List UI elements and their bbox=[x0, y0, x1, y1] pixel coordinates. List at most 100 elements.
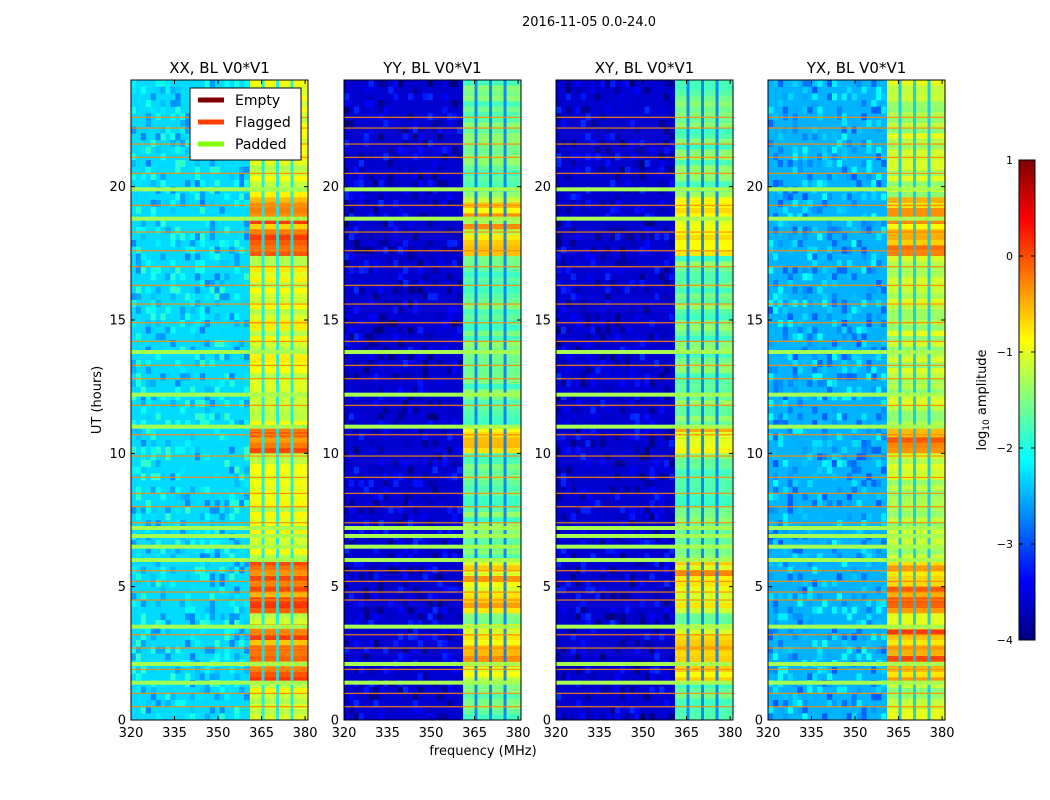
heatmap-cell bbox=[881, 320, 887, 327]
heatmap-cell bbox=[229, 593, 235, 601]
padded-row bbox=[768, 392, 945, 397]
heatmap-cell bbox=[639, 393, 645, 401]
heatmap-cell bbox=[388, 146, 394, 154]
heatmap-cell bbox=[669, 440, 675, 447]
heatmap-cell bbox=[194, 180, 201, 187]
heatmap-cell bbox=[209, 380, 215, 387]
heatmap-cell bbox=[812, 226, 818, 234]
heatmap-cell bbox=[856, 673, 862, 681]
heatmap-cell bbox=[432, 606, 438, 614]
heatmap-cell bbox=[851, 333, 857, 341]
heatmap-cell bbox=[570, 293, 576, 301]
heatmap-cell bbox=[239, 446, 245, 454]
heatmap-cell bbox=[344, 573, 350, 581]
flagged-row bbox=[556, 580, 733, 583]
heatmap-cell bbox=[145, 120, 151, 127]
heatmap-cell bbox=[388, 600, 394, 607]
heatmap-cell bbox=[204, 393, 210, 401]
colorbar-tick-label: −1 bbox=[997, 346, 1013, 359]
heatmap-cell bbox=[772, 280, 779, 287]
heatmap-cell bbox=[447, 506, 453, 514]
heatmap-cell bbox=[155, 520, 161, 527]
heatmap-cell bbox=[822, 366, 828, 374]
heatmap-cell bbox=[664, 586, 670, 594]
heatmap-cell bbox=[782, 613, 788, 621]
heatmap-cell bbox=[605, 373, 611, 381]
heatmap-cell bbox=[556, 220, 562, 227]
heatmap-cell bbox=[768, 306, 774, 314]
heatmap-cell bbox=[827, 700, 833, 707]
heatmap-cell bbox=[827, 280, 833, 287]
heatmap-cell bbox=[398, 460, 404, 467]
heatmap-cell bbox=[412, 406, 419, 414]
heatmap-cell bbox=[368, 173, 374, 181]
heatmap-cell bbox=[442, 646, 448, 654]
channel-gap bbox=[898, 80, 902, 720]
heatmap-cell bbox=[654, 646, 660, 654]
heatmap-cell bbox=[639, 306, 645, 314]
heatmap-cell bbox=[644, 373, 650, 381]
heatmap-cell bbox=[802, 86, 808, 94]
heatmap-cell bbox=[822, 640, 828, 647]
heatmap-cell bbox=[407, 253, 414, 261]
heatmap-cell bbox=[244, 560, 250, 567]
heatmap-cell bbox=[403, 393, 409, 401]
heatmap-cell bbox=[841, 326, 847, 334]
heatmap-cell bbox=[871, 406, 877, 414]
heatmap-cell bbox=[150, 266, 156, 274]
heatmap-cell bbox=[624, 593, 631, 601]
heatmap-cell bbox=[165, 700, 171, 707]
heatmap-cell bbox=[565, 706, 572, 714]
flagged-row bbox=[556, 506, 733, 508]
heatmap-cell bbox=[442, 526, 448, 534]
heatmap-cell bbox=[452, 380, 458, 387]
heatmap-cell bbox=[131, 126, 137, 134]
heatmap-cell bbox=[580, 373, 586, 381]
heatmap-cell bbox=[565, 266, 572, 274]
heatmap-cell bbox=[876, 460, 882, 467]
heatmap-cell bbox=[861, 333, 867, 341]
heatmap-cell bbox=[644, 640, 650, 647]
heatmap-cell bbox=[787, 646, 793, 654]
heatmap-cell bbox=[344, 126, 350, 134]
heatmap-cell bbox=[442, 200, 448, 207]
heatmap-cell bbox=[353, 406, 360, 414]
heatmap-cell bbox=[452, 460, 458, 467]
flagged-row bbox=[768, 116, 945, 119]
heatmap-cell bbox=[175, 486, 181, 494]
heatmap-cell bbox=[841, 333, 847, 341]
heatmap-cell bbox=[768, 373, 774, 381]
padded-row bbox=[344, 558, 521, 562]
heatmap-cell bbox=[605, 133, 611, 141]
heatmap-cell bbox=[383, 326, 389, 334]
heatmap-cell bbox=[427, 333, 433, 341]
heatmap-cell bbox=[239, 166, 245, 174]
heatmap-cell bbox=[792, 486, 798, 494]
heatmap-cell bbox=[363, 260, 369, 267]
heatmap-cell bbox=[427, 293, 433, 301]
heatmap-cell bbox=[452, 666, 458, 674]
heatmap-cell bbox=[383, 526, 389, 534]
heatmap-cell bbox=[229, 600, 235, 607]
heatmap-cell bbox=[846, 313, 852, 321]
heatmap-cell bbox=[881, 646, 887, 654]
heatmap-cell bbox=[570, 160, 576, 167]
heatmap-cell bbox=[846, 93, 852, 101]
heatmap-cell bbox=[447, 306, 453, 314]
heatmap-cell bbox=[827, 693, 833, 701]
heatmap-cell bbox=[654, 626, 660, 634]
heatmap-cell bbox=[363, 366, 369, 374]
heatmap-cell bbox=[452, 100, 458, 107]
heatmap-cell bbox=[629, 366, 635, 374]
heatmap-cell bbox=[140, 253, 147, 261]
heatmap-cell bbox=[135, 360, 142, 367]
heatmap-cell bbox=[846, 373, 852, 381]
heatmap-cell bbox=[639, 540, 645, 547]
heatmap-cell bbox=[150, 106, 156, 114]
heatmap-cell bbox=[442, 600, 448, 607]
heatmap-cell bbox=[150, 580, 156, 587]
heatmap-cell bbox=[155, 580, 161, 587]
heatmap-cell bbox=[204, 573, 210, 581]
heatmap-cell bbox=[644, 453, 650, 461]
